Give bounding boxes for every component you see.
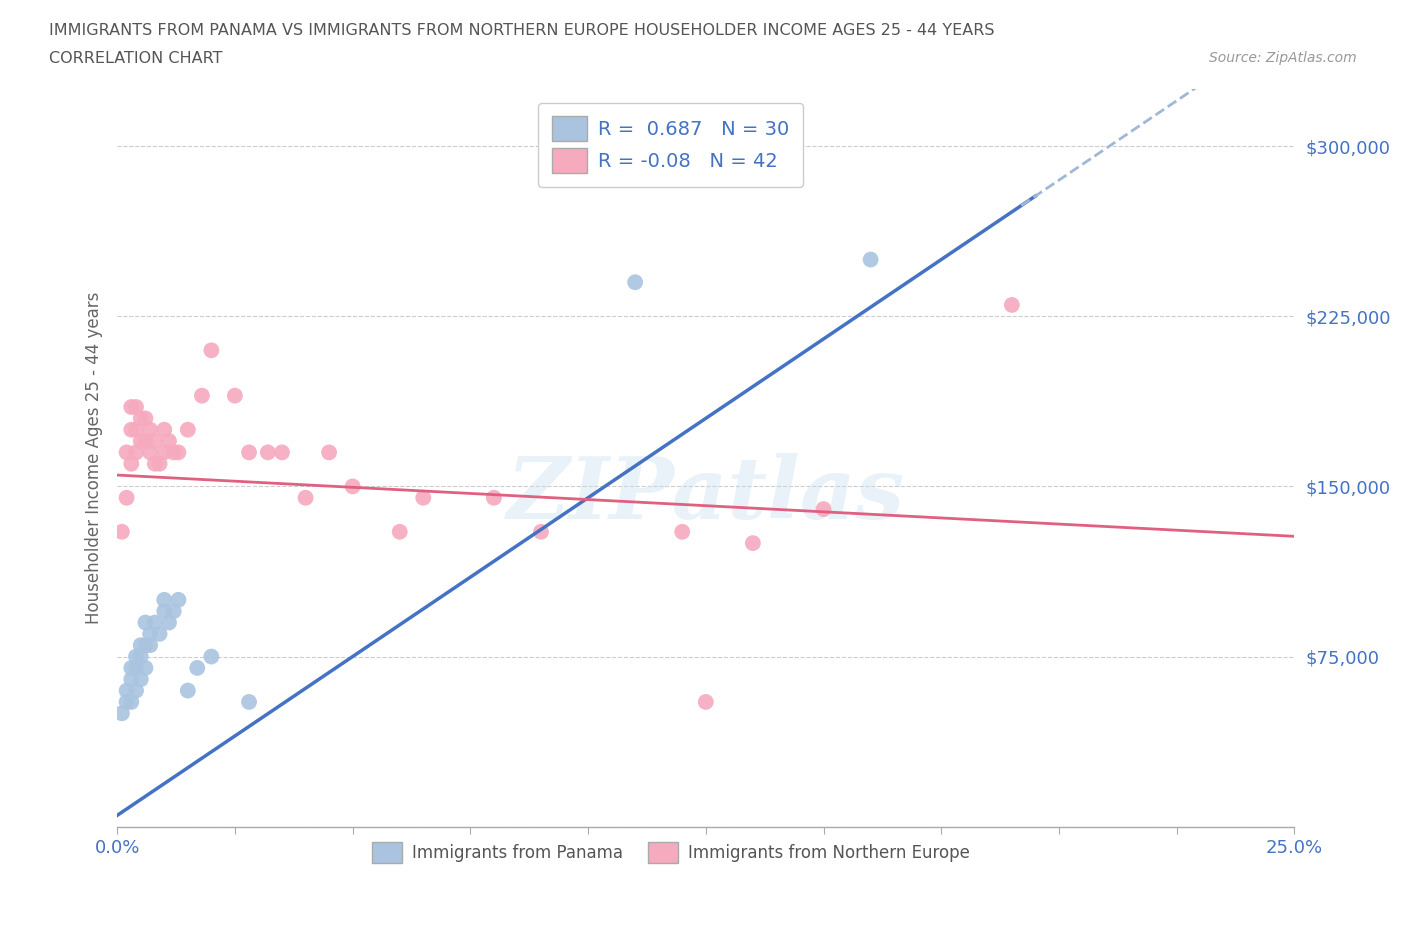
Point	[741, 536, 763, 551]
Text: CORRELATION CHART: CORRELATION CHART	[49, 51, 222, 66]
Point	[115, 684, 138, 698]
Point	[186, 660, 208, 675]
Point	[115, 490, 138, 505]
Point	[163, 604, 186, 618]
Point	[813, 501, 835, 516]
Point	[143, 457, 166, 472]
Point	[294, 490, 316, 505]
Point	[115, 695, 138, 710]
Point	[134, 660, 156, 675]
Point	[120, 422, 142, 437]
Point	[129, 649, 152, 664]
Point	[167, 445, 190, 459]
Point	[148, 627, 170, 642]
Text: ZIPatlas: ZIPatlas	[506, 453, 905, 537]
Point	[318, 445, 340, 459]
Point	[139, 627, 162, 642]
Point	[177, 684, 200, 698]
Point	[153, 445, 176, 459]
Point	[129, 433, 152, 448]
Point	[139, 638, 162, 653]
Legend: Immigrants from Panama, Immigrants from Northern Europe: Immigrants from Panama, Immigrants from …	[366, 835, 976, 870]
Point	[191, 388, 214, 403]
Point	[157, 433, 180, 448]
Point	[238, 695, 260, 710]
Point	[148, 457, 170, 472]
Text: Source: ZipAtlas.com: Source: ZipAtlas.com	[1209, 51, 1357, 65]
Point	[167, 592, 190, 607]
Point	[129, 671, 152, 686]
Point	[125, 445, 148, 459]
Point	[125, 649, 148, 664]
Point	[129, 411, 152, 426]
Point	[143, 433, 166, 448]
Point	[238, 445, 260, 459]
Point	[125, 400, 148, 415]
Point	[482, 490, 505, 505]
Point	[134, 433, 156, 448]
Point	[120, 457, 142, 472]
Point	[530, 525, 553, 539]
Point	[163, 445, 186, 459]
Point	[859, 252, 882, 267]
Point	[134, 638, 156, 653]
Point	[139, 445, 162, 459]
Point	[134, 411, 156, 426]
Point	[125, 684, 148, 698]
Point	[412, 490, 434, 505]
Point	[157, 615, 180, 630]
Point	[111, 706, 134, 721]
Point	[153, 592, 176, 607]
Point	[120, 400, 142, 415]
Point	[111, 525, 134, 539]
Point	[695, 695, 717, 710]
Point	[671, 525, 693, 539]
Point	[224, 388, 246, 403]
Point	[125, 660, 148, 675]
Point	[120, 695, 142, 710]
Point	[139, 422, 162, 437]
Point	[120, 671, 142, 686]
Point	[120, 660, 142, 675]
Point	[177, 422, 200, 437]
Point	[624, 274, 647, 289]
Point	[129, 638, 152, 653]
Point	[200, 343, 222, 358]
Point	[134, 615, 156, 630]
Y-axis label: Householder Income Ages 25 - 44 years: Householder Income Ages 25 - 44 years	[86, 292, 103, 624]
Point	[153, 604, 176, 618]
Point	[257, 445, 280, 459]
Text: IMMIGRANTS FROM PANAMA VS IMMIGRANTS FROM NORTHERN EUROPE HOUSEHOLDER INCOME AGE: IMMIGRANTS FROM PANAMA VS IMMIGRANTS FRO…	[49, 23, 994, 38]
Point	[200, 649, 222, 664]
Point	[342, 479, 364, 494]
Point	[125, 422, 148, 437]
Point	[388, 525, 411, 539]
Point	[153, 422, 176, 437]
Point	[1001, 298, 1024, 312]
Point	[271, 445, 294, 459]
Point	[143, 615, 166, 630]
Point	[115, 445, 138, 459]
